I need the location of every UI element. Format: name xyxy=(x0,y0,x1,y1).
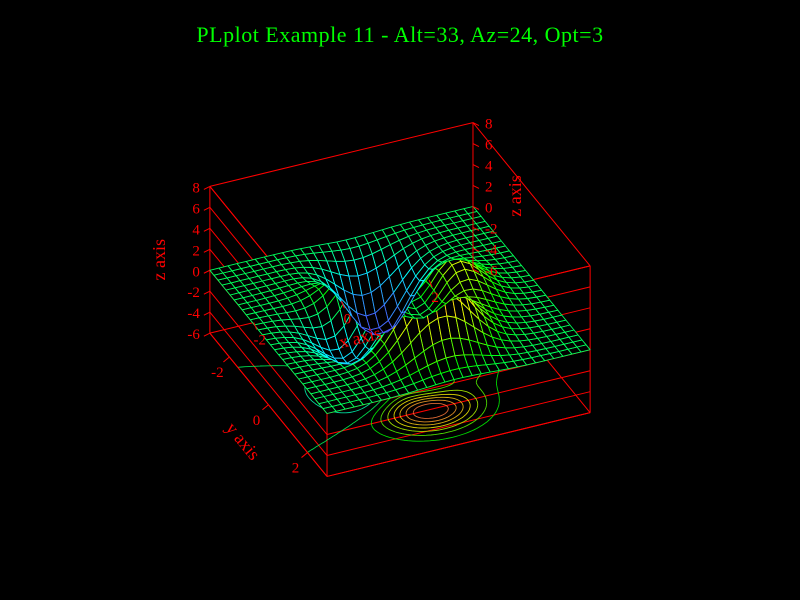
svg-text:4: 4 xyxy=(485,159,493,175)
svg-text:-2: -2 xyxy=(253,333,266,349)
plot-3d-surface: -6-4-202468z axis-6-4-202468z axis-202x … xyxy=(0,0,800,600)
svg-text:8: 8 xyxy=(485,117,493,133)
svg-text:-4: -4 xyxy=(187,306,200,322)
svg-text:8: 8 xyxy=(192,180,200,196)
svg-text:0: 0 xyxy=(485,200,493,216)
svg-text:-6: -6 xyxy=(187,327,200,343)
svg-text:-6: -6 xyxy=(485,263,498,279)
svg-text:0: 0 xyxy=(192,264,200,280)
z-axis-label-right: z axis xyxy=(505,175,525,216)
z-axis-label-left: z axis xyxy=(149,239,169,280)
svg-text:2: 2 xyxy=(485,179,493,195)
svg-text:0: 0 xyxy=(344,311,352,327)
svg-text:2: 2 xyxy=(431,290,439,306)
svg-text:-2: -2 xyxy=(187,285,200,301)
svg-text:0: 0 xyxy=(253,413,261,429)
z-axis-left: -6 -4 -2 0 2 4 6 8 z axis xyxy=(149,180,210,343)
svg-text:-4: -4 xyxy=(485,242,498,258)
svg-text:2: 2 xyxy=(292,461,300,477)
svg-text:-2: -2 xyxy=(211,365,224,381)
svg-text:2: 2 xyxy=(192,243,200,259)
svg-text:-2: -2 xyxy=(485,221,498,237)
svg-text:4: 4 xyxy=(192,222,200,238)
svg-text:6: 6 xyxy=(192,201,200,217)
